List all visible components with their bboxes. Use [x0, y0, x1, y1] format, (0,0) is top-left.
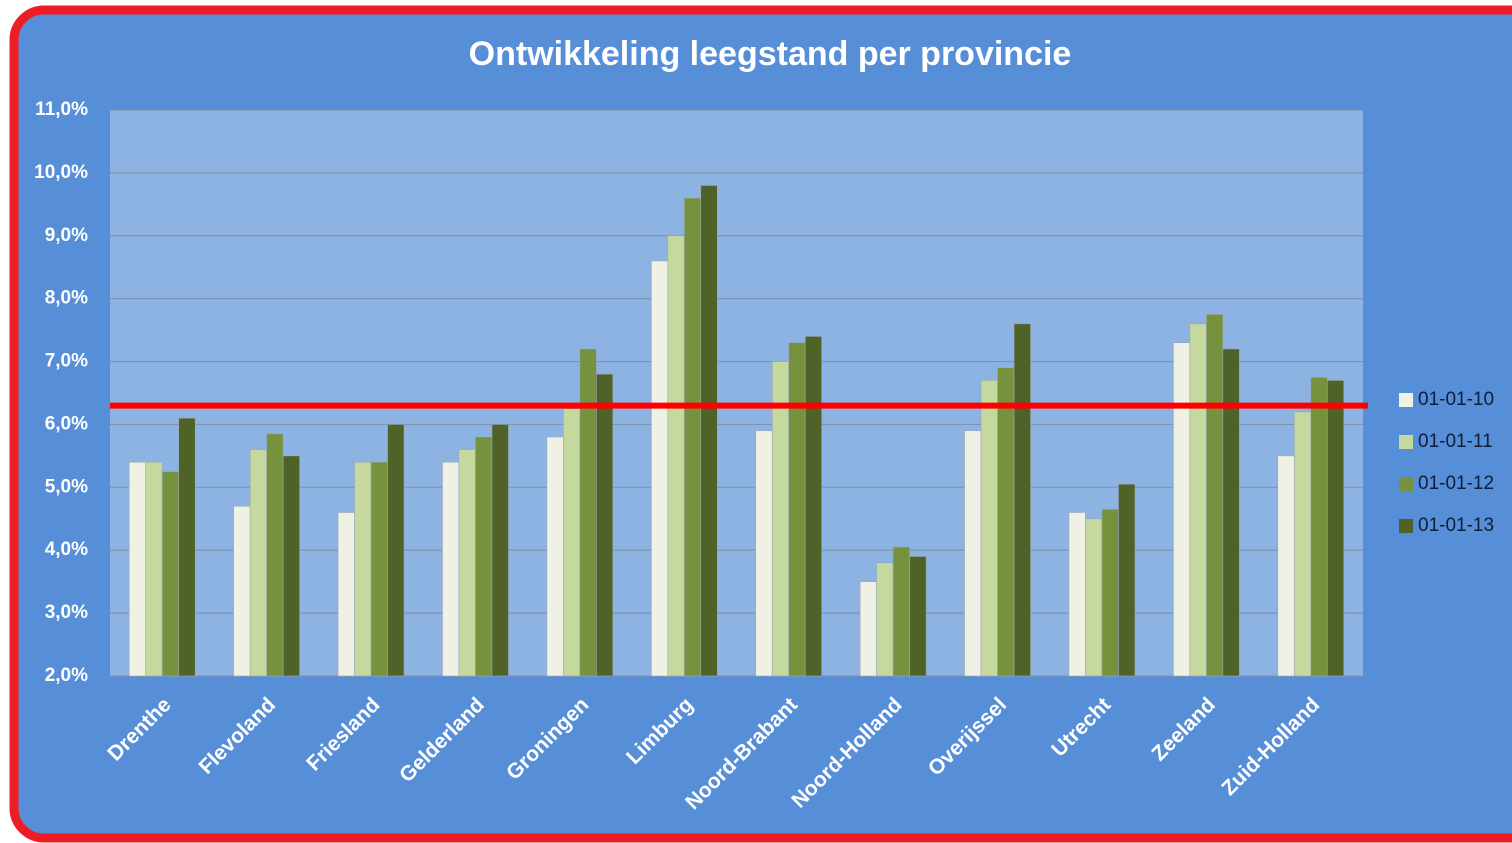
bar [387, 424, 405, 677]
bar [700, 185, 718, 677]
bar [442, 461, 460, 677]
bar [909, 556, 927, 677]
bar [1293, 411, 1312, 677]
bar [354, 461, 372, 677]
y-tick-label: 8,0% [45, 288, 88, 309]
legend-swatch [1399, 393, 1413, 407]
bar [876, 562, 894, 677]
bar [546, 436, 564, 677]
legend-swatch [1399, 519, 1413, 533]
bar [1277, 455, 1295, 677]
bar [1013, 323, 1031, 677]
bar [458, 449, 476, 677]
bar [1326, 380, 1345, 677]
bar [980, 380, 998, 677]
legend-label: 01-01-11 [1418, 431, 1493, 452]
bar [1068, 512, 1086, 677]
bar [596, 373, 614, 677]
legend-swatch [1399, 435, 1413, 449]
bar [475, 436, 493, 677]
bar [1310, 376, 1328, 677]
bar [667, 235, 685, 677]
bar [249, 449, 267, 677]
bar [233, 505, 251, 677]
bar [788, 342, 806, 677]
legend-label: 01-01-13 [1418, 515, 1494, 536]
bar [491, 424, 509, 677]
bar [683, 197, 702, 677]
bar [1118, 483, 1136, 677]
bar [1222, 348, 1240, 677]
y-tick-label: 11,0% [35, 99, 88, 120]
bar [859, 581, 877, 677]
y-tick-label: 3,0% [45, 602, 88, 623]
chart-title: Ontwikkeling leegstand per provincie [469, 35, 1072, 73]
bar [579, 348, 597, 677]
bar [1101, 509, 1119, 677]
bar [755, 430, 773, 677]
bar [997, 367, 1015, 677]
legend-label: 01-01-12 [1418, 473, 1494, 494]
y-tick-label: 6,0% [45, 413, 88, 434]
y-tick-label: 7,0% [45, 351, 88, 372]
bar [964, 430, 982, 677]
bar [1085, 518, 1103, 677]
y-tick-label: 2,0% [45, 665, 88, 686]
bar [145, 461, 163, 677]
bar [1189, 323, 1207, 677]
bar [370, 461, 388, 677]
legend-label: 01-01-10 [1418, 389, 1494, 410]
y-tick-label: 5,0% [45, 476, 88, 497]
bar [563, 408, 581, 677]
bar [282, 455, 300, 677]
bar [128, 461, 147, 677]
y-tick-label: 4,0% [45, 539, 88, 560]
bar [804, 336, 823, 677]
bar [1206, 314, 1224, 677]
bar [161, 471, 180, 677]
bar [266, 433, 284, 677]
bar [650, 260, 669, 677]
legend-swatch [1399, 477, 1413, 491]
y-tick-label: 9,0% [45, 225, 88, 246]
plot-area [110, 110, 1363, 676]
y-tick-label: 10,0% [34, 162, 88, 183]
bar [178, 417, 196, 677]
bar [892, 546, 910, 677]
bar [1173, 342, 1191, 677]
bar [337, 512, 355, 677]
bar [771, 361, 790, 677]
